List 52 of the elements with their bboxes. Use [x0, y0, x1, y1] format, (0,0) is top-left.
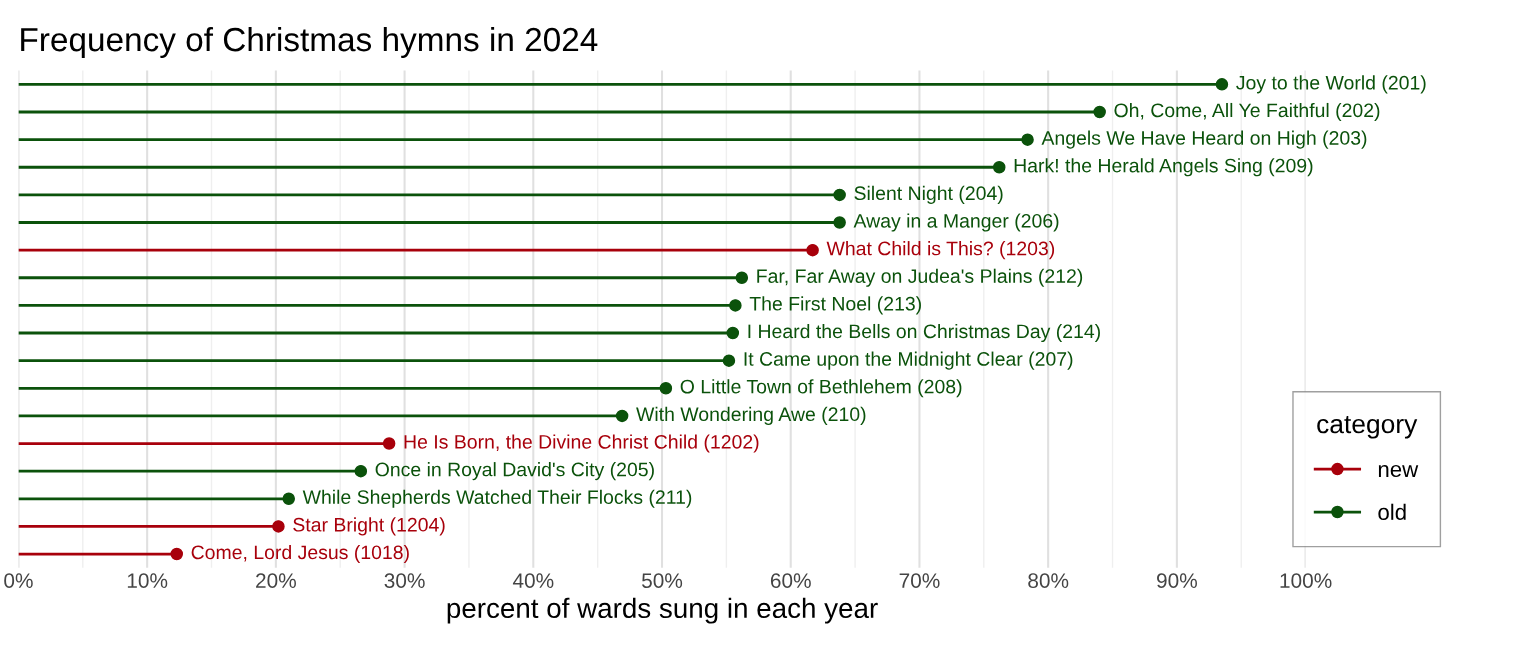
point [354, 464, 368, 478]
point [1093, 105, 1106, 119]
point [806, 243, 819, 257]
point [735, 271, 749, 285]
x-tick-label: 0% [4, 573, 33, 588]
y-tick-label: The First Noel (213) [749, 296, 921, 315]
point [833, 216, 846, 229]
x-tick-label: 30% [384, 573, 425, 588]
y-tick-label: Silent Night (204) [854, 185, 1003, 204]
point [726, 326, 740, 340]
y-tick-label: What Child is This? (1203) [826, 241, 1055, 260]
y-tick-label: Joy to the World (201) [1236, 75, 1426, 94]
legend-label: old [1378, 503, 1406, 521]
y-tick-label: Far, Far Away on Judea's Plains (212) [757, 268, 1083, 287]
point [722, 354, 736, 367]
point [1215, 78, 1229, 91]
y-tick-label: Away in a Manger (206) [853, 213, 1059, 232]
point [1021, 133, 1034, 146]
y-tick-label: Oh, Come, All Ye Faithful (202) [1114, 102, 1380, 122]
y-tick-label: O Little Town of Bethlehem (208) [680, 379, 962, 398]
y-tick-label: I Heard the Bells on Christmas Day (214) [748, 323, 1100, 343]
y-tick-label: While Shepherds Watched Their Flocks (211) [302, 489, 692, 508]
x-tick-label: 70% [899, 573, 940, 588]
point [282, 492, 295, 506]
y-tick-label: He Is Born, the Divine Christ Child (1202) [404, 434, 759, 453]
point [170, 547, 184, 561]
y-tick-label: With Wondering Awe (210) [636, 406, 866, 425]
x-tick-label: 40% [512, 573, 554, 588]
point [729, 299, 742, 312]
point [833, 188, 846, 202]
x-tick-label: 60% [770, 573, 811, 588]
legend-title: category [1317, 416, 1418, 439]
y-tick-label: It Came upon the Midnight Clear (207) [744, 351, 1073, 370]
x-tick-label: 80% [1028, 573, 1069, 588]
y-tick-label: Hark! the Herald Angels Sing (209) [1014, 158, 1313, 177]
x-tick-label: 100% [1280, 573, 1332, 588]
y-tick-label: Star Bright (1204) [293, 517, 445, 536]
y-tick-label: Once in Royal David's City (205) [375, 462, 654, 481]
point [272, 520, 285, 533]
x-tick-label: 10% [127, 573, 168, 588]
point [659, 382, 673, 395]
y-tick-label: Come, Lord Jesus (1018) [191, 544, 409, 564]
legend-label: new [1378, 464, 1419, 478]
point [382, 437, 396, 450]
y-tick-label: Angels We Have Heard on High (203) [1041, 130, 1367, 149]
point [615, 409, 629, 423]
x-tick-label: 20% [256, 573, 296, 588]
x-tick-label: 90% [1157, 573, 1197, 588]
point [993, 161, 1006, 174]
x-tick-label: 50% [642, 573, 683, 588]
chart-title: Frequency of Christmas hymns in 2024 [21, 26, 598, 59]
x-axis-title: percent of wards sung in each year [447, 597, 878, 624]
